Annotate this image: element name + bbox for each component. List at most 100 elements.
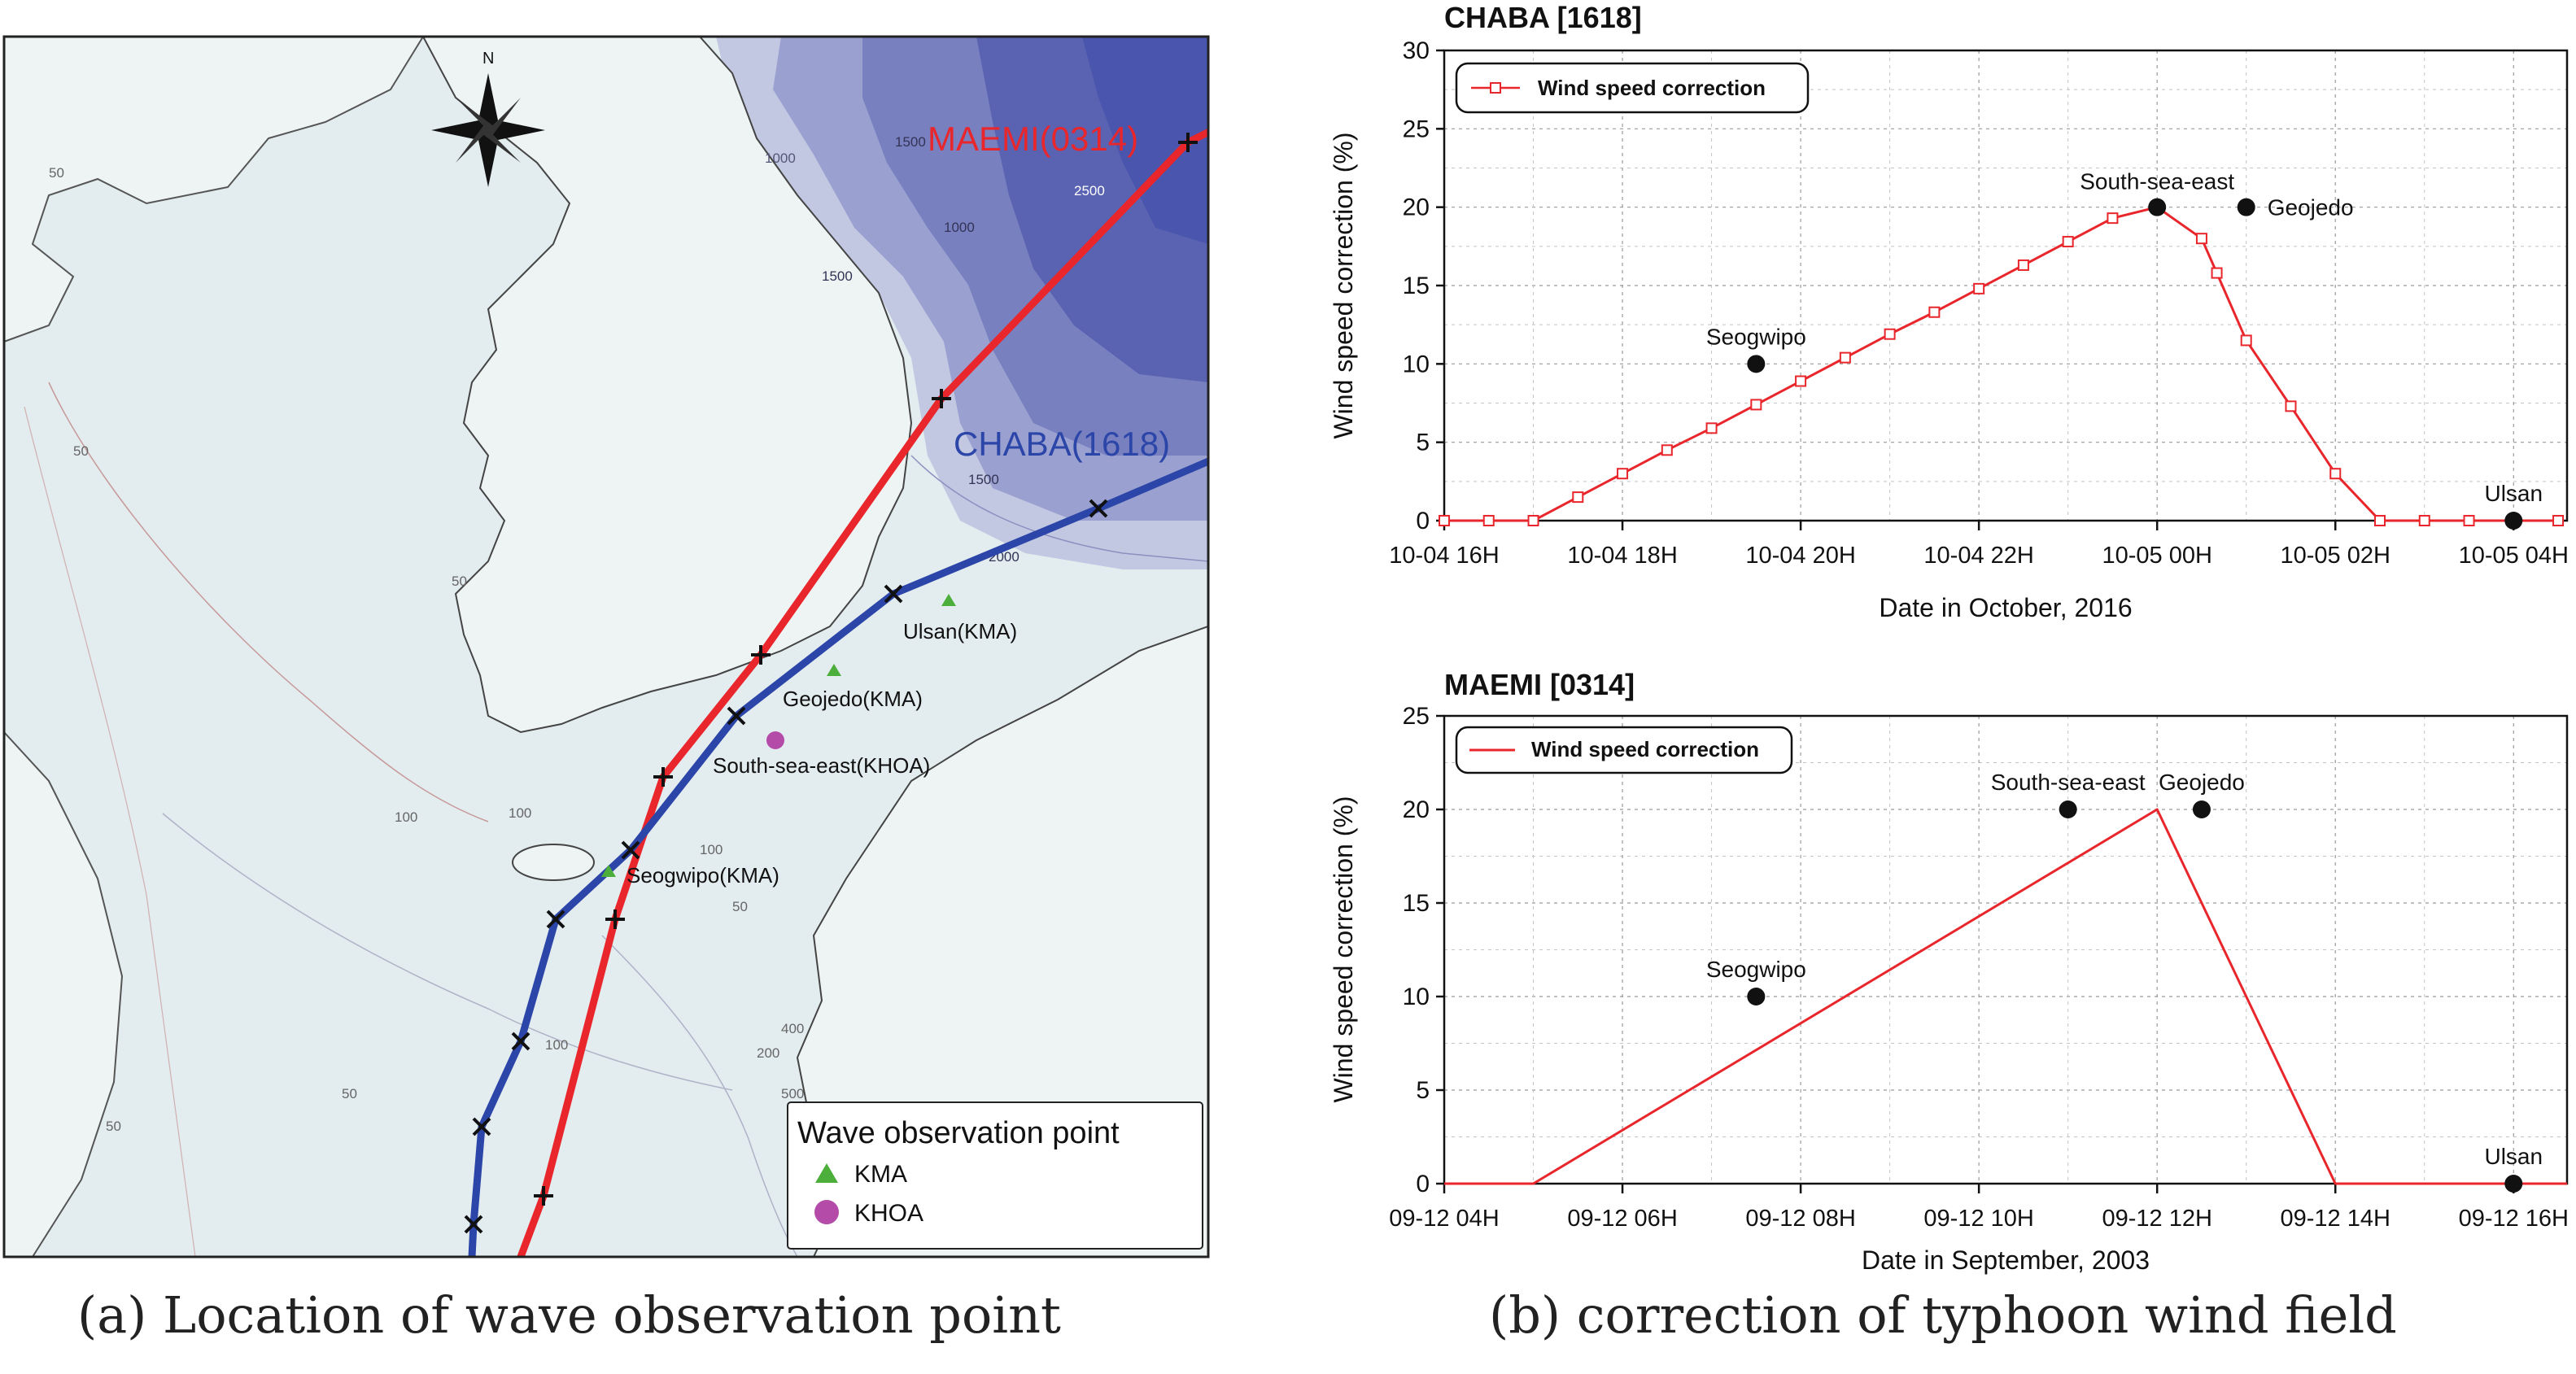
- series-marker: [1973, 282, 1985, 294]
- observation-point-label: Ulsan: [2484, 481, 2543, 506]
- track-marker: [1178, 133, 1198, 152]
- track-label-maemi: MAEMI(0314): [928, 120, 1138, 158]
- legend-swatch-marker: [1490, 82, 1501, 94]
- observation-point-label: South-sea-east: [1991, 770, 2146, 795]
- series-marker: [2552, 515, 2565, 526]
- series-marker: [1795, 375, 1807, 387]
- chart-title: MAEMI [0314]: [1444, 668, 1635, 701]
- map-legend-kma-label: KMA: [854, 1161, 907, 1188]
- caption-a: (a) Location of wave observation point: [77, 1285, 1061, 1345]
- map-legend-khoa-label: KHOA: [854, 1200, 923, 1227]
- land-jeju: [512, 844, 595, 881]
- track-marker: [1089, 499, 1108, 518]
- x-tick-label: 09-12 10H: [1923, 1206, 2033, 1232]
- track-marker: [653, 767, 673, 787]
- series-marker: [1661, 444, 1673, 456]
- y-tick-label: 30: [1403, 37, 1430, 64]
- map-legend-kma-marker: [815, 1163, 838, 1183]
- contour-label: 100: [545, 1037, 568, 1053]
- observation-point-label: Ulsan: [2484, 1144, 2543, 1169]
- y-tick-label: 0: [1416, 508, 1430, 534]
- x-tick-label: 10-05 02H: [2281, 543, 2390, 569]
- legend-box: [1455, 62, 1810, 114]
- station-seogwipo-marker: [601, 865, 616, 877]
- station-ulsan-marker: [941, 594, 956, 606]
- track-marker: [932, 389, 951, 408]
- contour-label: 50: [452, 574, 467, 589]
- track-chaba-markers: [464, 499, 1108, 1234]
- series-marker: [2463, 515, 2475, 526]
- observation-point: [2148, 198, 2167, 216]
- series-marker: [2418, 515, 2430, 526]
- contour-label: 100: [509, 805, 531, 821]
- series-marker: [2107, 212, 2119, 225]
- map-legend-box: [787, 1101, 1203, 1250]
- track-marker: [546, 909, 565, 929]
- contour-line: [162, 813, 733, 1091]
- station-geojedo-label: Geojedo(KMA): [783, 687, 923, 711]
- contour-label: 400: [781, 1021, 804, 1036]
- series-marker: [1884, 328, 1896, 340]
- x-axis-label: Date in September, 2003: [1862, 1245, 2150, 1275]
- x-axis-label: Date in October, 2016: [1879, 593, 2132, 622]
- x-ticks: 09-12 04H 09-12 06H 09-12 08H 09-12 10H 09-1…: [1389, 1184, 2569, 1232]
- x-tick-label: 10-05 04H: [2459, 543, 2569, 569]
- observation-point-label: Geojedo: [2268, 195, 2354, 220]
- track-maemi-markers: [534, 133, 1198, 1206]
- grid-layer: [1444, 50, 2567, 521]
- series-marker: [2195, 233, 2207, 245]
- map-legend-khoa-marker: [814, 1200, 839, 1224]
- observation-point: [2059, 800, 2077, 818]
- chart-legend: Wind speed correction: [1455, 726, 1793, 774]
- grid-layer: [1444, 716, 2567, 1184]
- x-tick-label: 09-12 08H: [1745, 1206, 1855, 1232]
- station-south-sea-east-label: South-sea-east(KHOA): [713, 753, 930, 778]
- track-marker: [511, 1032, 530, 1051]
- series-marker: [1527, 515, 1539, 526]
- observation-point: [2504, 512, 2523, 530]
- contour-label: 50: [732, 899, 748, 914]
- map-panel: 50 50 50 50 50 50 100 100 100 100 200 40…: [2, 35, 1210, 1258]
- series-marker: [1839, 351, 1851, 364]
- series-marker: [1439, 515, 1450, 526]
- contour-label: 100: [395, 809, 417, 825]
- y-tick-label: 15: [1403, 273, 1430, 299]
- track-marker: [605, 909, 625, 929]
- contour-label: 500: [781, 1086, 804, 1101]
- contour-line: [910, 455, 1208, 562]
- legend-label: Wind speed correction: [1531, 737, 1759, 761]
- contour-line: [601, 935, 798, 1257]
- x-tick-label: 09-12 14H: [2281, 1206, 2390, 1232]
- series-marker: [1482, 515, 1495, 526]
- series-marker: [2285, 400, 2297, 412]
- contour-label: 200: [757, 1045, 779, 1061]
- station-ulsan-label: Ulsan(KMA): [903, 619, 1017, 643]
- x-tick-label: 09-12 16H: [2459, 1206, 2569, 1232]
- contour-label: 1500: [822, 268, 853, 284]
- contour-label: 1000: [944, 220, 975, 235]
- track-chaba-line: [468, 457, 1208, 1257]
- contour-label: 50: [73, 443, 89, 459]
- contour-line: [24, 406, 196, 1257]
- contour-label: 1000: [765, 150, 796, 166]
- series-layer: [1439, 201, 2565, 526]
- x-tick-label: 10-04 22H: [1923, 543, 2033, 569]
- x-tick-label: 10-04 18H: [1567, 543, 1677, 569]
- observation-point: [1747, 988, 1766, 1005]
- observation-point-label: Seogwipo: [1706, 957, 1806, 982]
- y-tick-label: 5: [1416, 430, 1430, 456]
- track-marker: [472, 1117, 491, 1136]
- observation-point: [1747, 355, 1766, 373]
- land-china: [4, 37, 425, 343]
- contour-label: 50: [49, 165, 64, 181]
- series-line: [1444, 808, 2567, 1185]
- legend-box: [1455, 726, 1793, 774]
- track-marker: [751, 645, 771, 665]
- series-marker: [1705, 422, 1718, 434]
- series-marker: [2329, 468, 2342, 480]
- y-ticks: 0 5 10 15 20 25 30: [1403, 37, 1444, 534]
- contour-label: 50: [106, 1119, 121, 1134]
- observation-point-label: Geojedo: [2159, 770, 2245, 795]
